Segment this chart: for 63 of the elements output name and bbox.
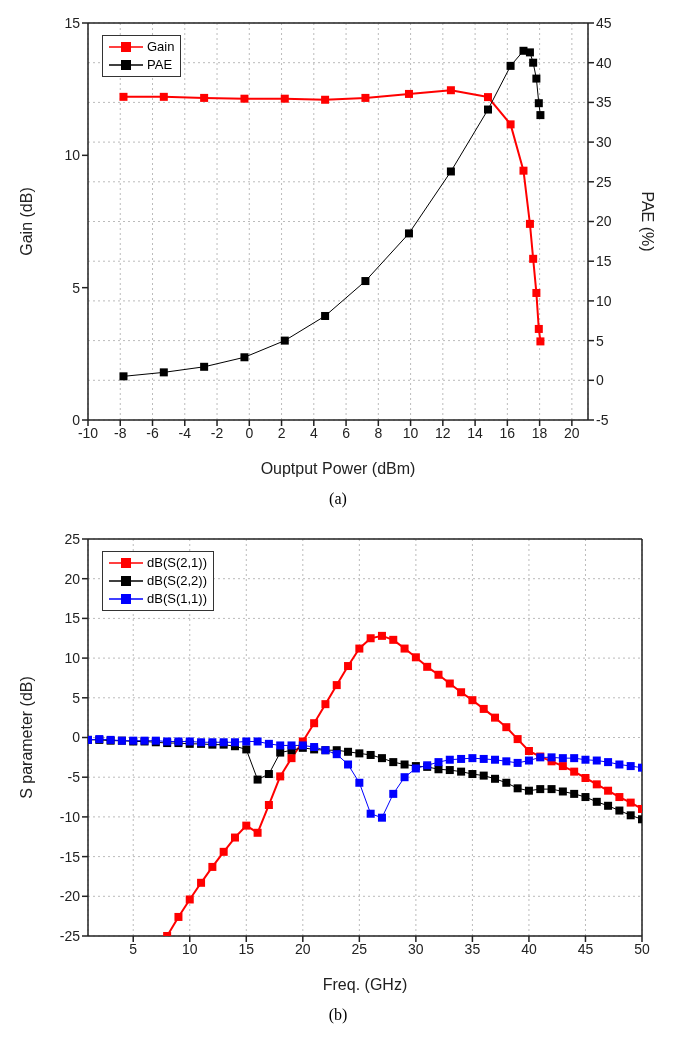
x-tick-label: -4	[178, 424, 192, 441]
y-axis-title: S parameter (dB)	[17, 676, 35, 799]
x-tick-label: 4	[309, 424, 318, 441]
y-tick-label: 5	[72, 689, 81, 706]
y2-tick-label: 40	[596, 54, 612, 71]
legend-label: dB(S(2,2))	[147, 572, 207, 590]
y2-tick-label: 30	[596, 134, 612, 151]
y2-tick-label: 5	[596, 332, 604, 349]
y-tick-label: 15	[64, 610, 81, 627]
x-tick-label: 2	[277, 424, 286, 441]
legend-label: Gain	[147, 38, 175, 56]
y2-tick-label: 15	[596, 253, 612, 270]
x-tick-label: 18	[531, 424, 548, 441]
x-tick-label: 15	[238, 940, 255, 957]
y2-tick-label: 20	[596, 213, 612, 230]
y-tick-label: -15	[59, 848, 81, 865]
x-tick-label: 8	[374, 424, 383, 441]
y2-tick-label: 0	[596, 372, 604, 389]
legend-label: dB(S(1,1))	[147, 590, 207, 608]
y-tick-label: 0	[72, 729, 81, 746]
x-tick-label: 10	[402, 424, 419, 441]
x-tick-label: 40	[521, 940, 537, 957]
x-tick-label: 5	[129, 940, 138, 957]
y-tick-label: 20	[64, 570, 81, 587]
x-tick-label: 30	[408, 940, 424, 957]
y-tick-label: -5	[67, 769, 81, 786]
y-tick-label: -10	[59, 808, 81, 825]
x-tick-label: 35	[464, 940, 481, 957]
y-tick-label: 15	[64, 14, 81, 31]
text: (b)	[327, 1006, 349, 1024]
x-tick-label: 25	[351, 940, 368, 957]
y-tick-label: -20	[59, 888, 81, 905]
text: (a)	[328, 490, 348, 508]
x-tick-label: 20	[564, 424, 580, 441]
y2-tick-label: 10	[596, 292, 612, 309]
x-tick-label: 10	[181, 940, 198, 957]
x-tick-label: -6	[146, 424, 159, 441]
x-axis-title: Ouptput Power (dBm)	[260, 460, 416, 477]
y2-tick-label: 45	[596, 14, 612, 31]
y2-axis-title: PAE (%)	[639, 191, 657, 252]
x-tick-label: 0	[245, 424, 254, 441]
x-tick-label: 6	[342, 424, 351, 441]
y-axis-title: Gain (dB)	[17, 187, 35, 256]
y-tick-label: 10	[64, 650, 81, 667]
x-axis-title: Freq. (GHz)	[322, 976, 408, 993]
legend-label: dB(S(2,1))	[147, 554, 207, 572]
y-tick-label: 25	[64, 530, 81, 547]
y2-tick-label: 35	[596, 94, 612, 111]
x-tick-label: 45	[577, 940, 594, 957]
x-tick-label: 20	[295, 940, 311, 957]
x-tick-label: 16	[499, 424, 516, 441]
y-tick-label: 10	[64, 147, 81, 164]
x-tick-label: 50	[634, 940, 650, 957]
x-tick-label: -2	[210, 424, 224, 441]
x-tick-label: 14	[467, 424, 484, 441]
y2-tick-label: 25	[596, 173, 612, 190]
x-tick-label: 12	[435, 424, 451, 441]
y2-tick-label: -5	[596, 411, 609, 428]
y-tick-label: 0	[72, 411, 81, 428]
x-tick-label: -8	[114, 424, 127, 441]
y-tick-label: -25	[59, 927, 81, 944]
legend-label: PAE	[147, 56, 173, 74]
y-tick-label: 5	[72, 279, 81, 296]
